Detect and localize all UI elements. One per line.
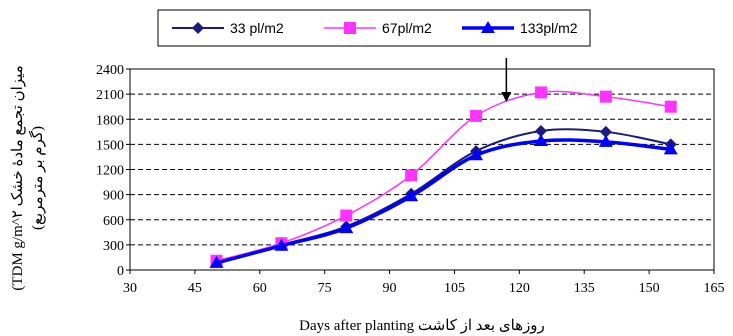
x-axis-title: Days after planting روزهای بعد از کاشت (299, 318, 545, 334)
x-tick-label: 45 (188, 281, 202, 296)
x-tick-label: 165 (704, 281, 725, 296)
data-point (664, 100, 677, 113)
y-tick-label: 600 (103, 214, 124, 229)
legend-label: 33 pl/m2 (230, 20, 284, 36)
y-tick-label: 1200 (96, 164, 124, 179)
y-tick-label: 2400 (96, 63, 124, 78)
gridlines (130, 93, 714, 246)
x-tick-label: 135 (574, 281, 595, 296)
data-point (209, 255, 224, 268)
legend-label: 67pl/m2 (382, 20, 432, 36)
data-point (534, 86, 547, 99)
data-point (274, 238, 289, 251)
data-point (598, 134, 613, 147)
x-tick-label: 60 (253, 281, 267, 296)
legend: 33 pl/m2 67pl/m2 133pl/m2 (157, 9, 591, 47)
y-tick-label: 1500 (96, 138, 124, 153)
x-tick-label: 150 (639, 281, 660, 296)
data-point (340, 209, 353, 222)
y-axis-ticks: 0 300 600 900 1200 1500 1800 2100 2400 (96, 63, 130, 279)
y-tick-label: 300 (103, 239, 124, 254)
data-point (404, 189, 419, 202)
data-point (405, 169, 418, 182)
data-point (534, 124, 547, 137)
data-point (469, 148, 484, 161)
arrow-head (501, 92, 512, 102)
x-tick-label: 90 (383, 281, 397, 296)
y-tick-label: 1800 (96, 113, 124, 128)
x-axis-ticks: 30 45 60 75 90 105 120 135 150 165 (123, 270, 725, 296)
annotation-arrow (501, 58, 512, 102)
series-line-3 (216, 138, 671, 265)
x-tick-label: 75 (318, 281, 332, 296)
data-point (599, 90, 612, 103)
data-point (663, 142, 678, 155)
legend-label: 133pl/m2 (520, 20, 578, 36)
data-point (470, 109, 483, 122)
data-point (533, 134, 548, 147)
legend-marker (481, 21, 495, 33)
legend-marker (344, 22, 356, 34)
x-tick-label: 120 (509, 281, 530, 296)
y-tick-label: 2100 (96, 88, 124, 103)
data-point (599, 125, 612, 138)
y-tick-label: 0 (117, 264, 124, 279)
x-tick-label: 30 (123, 281, 137, 296)
y-axis-subtitle: (گرم بر مترمربع) (28, 126, 46, 230)
series-line-2 (216, 90, 671, 262)
y-tick-label: 900 (103, 189, 124, 204)
data-point (339, 221, 354, 234)
y-axis-title: (TDM g/m^۲ میزان تجمع مادهٔ خشک (10, 65, 26, 290)
legend-marker (192, 22, 204, 34)
series-group (209, 86, 678, 269)
x-tick-label: 105 (444, 281, 465, 296)
